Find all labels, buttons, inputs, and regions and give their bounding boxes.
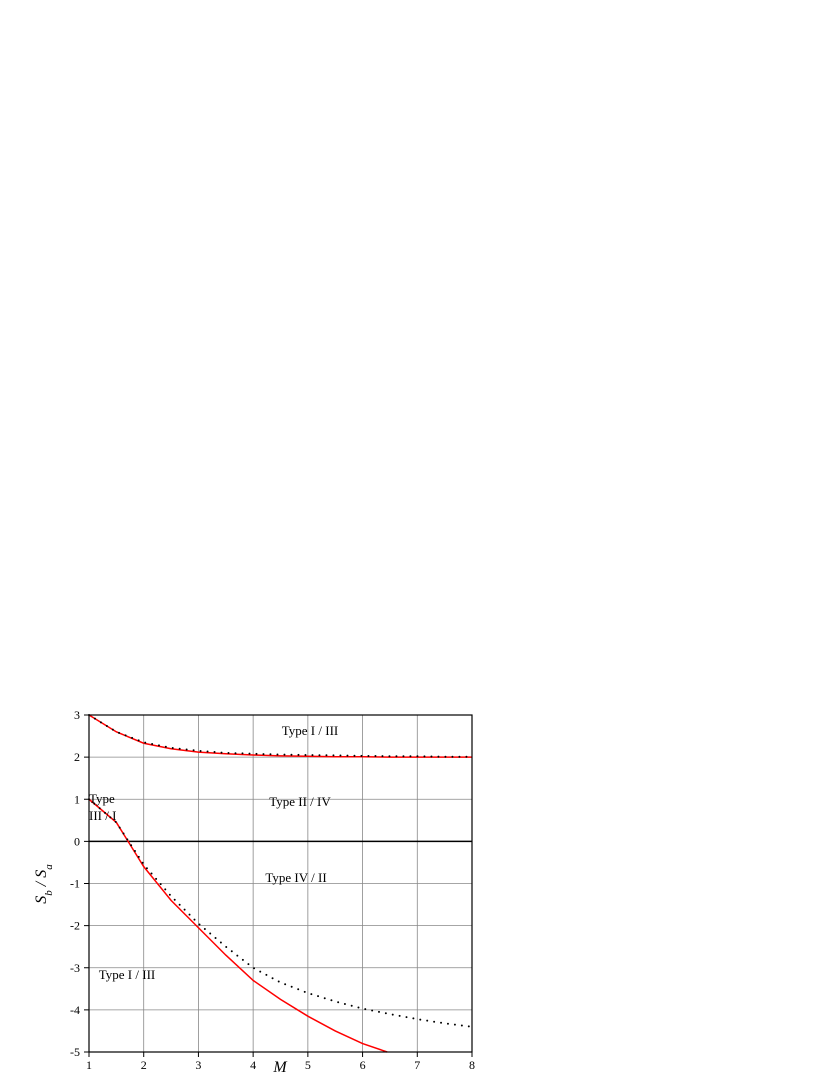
y-tick-label: 1 (74, 792, 80, 806)
y-tick-label: -1 (70, 877, 80, 891)
annotation: Type II / IV (269, 794, 331, 809)
x-tick-label: 5 (305, 1058, 311, 1072)
plot (88, 714, 473, 1053)
annotation: Type I / III (99, 967, 155, 982)
y-label-part: b (43, 890, 55, 896)
x-tick-label: 6 (360, 1058, 366, 1072)
x-tick-label: 2 (141, 1058, 147, 1072)
plot-frame (88, 714, 473, 1053)
x-tick-label: 7 (414, 1058, 420, 1072)
x-axis-label: M (272, 1059, 288, 1075)
y-label-part: / (33, 878, 50, 890)
x-tick-label: 1 (86, 1058, 92, 1072)
y-tick-label: -3 (70, 961, 80, 975)
x-tick-label: 4 (250, 1058, 256, 1072)
series-line (88, 798, 473, 1028)
x-tick-label: 3 (195, 1058, 201, 1072)
y-tick-label: 0 (74, 834, 80, 848)
annotation: Type (89, 791, 115, 806)
y-tick-label: 2 (74, 750, 80, 764)
y-label-part: a (43, 864, 55, 870)
series-line (88, 798, 388, 1053)
series-line (88, 714, 472, 758)
y-tick-label: 3 (74, 708, 80, 722)
y-tick-label: -2 (70, 919, 80, 933)
series-line (88, 714, 473, 758)
annotation: Type I / III (282, 723, 338, 738)
y-label-part: S (33, 896, 50, 904)
x-tick-label: 8 (469, 1058, 475, 1072)
annotation: III / I (89, 808, 116, 823)
y-tick-label: -5 (70, 1045, 80, 1059)
annotation: Type IV / II (265, 870, 326, 885)
y-tick-label: -4 (70, 1003, 80, 1017)
y-axis-label: Sb / Sa (33, 864, 55, 904)
y-label-part: S (33, 870, 50, 878)
